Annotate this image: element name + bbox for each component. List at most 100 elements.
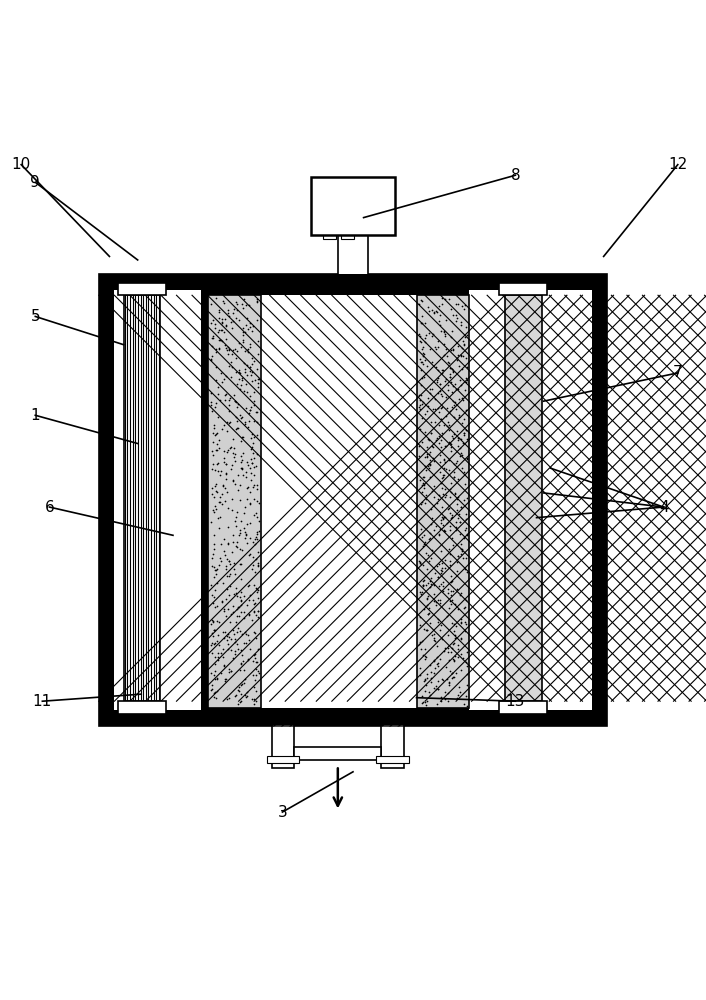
- Point: [235, 655, 246, 671]
- Point: [431, 304, 443, 320]
- Point: [232, 420, 243, 436]
- Point: [242, 627, 253, 643]
- Point: [234, 662, 245, 678]
- Point: [210, 372, 222, 388]
- Point: [421, 448, 433, 464]
- Point: [433, 417, 445, 433]
- Point: [218, 657, 229, 673]
- Point: [426, 542, 438, 558]
- Point: [432, 362, 443, 378]
- Point: [446, 361, 457, 377]
- Point: [460, 522, 471, 538]
- Point: [230, 614, 241, 630]
- Point: [414, 555, 426, 571]
- Point: [227, 534, 239, 550]
- Point: [446, 665, 457, 681]
- Point: [215, 332, 226, 348]
- Point: [211, 670, 222, 686]
- Point: [249, 507, 260, 523]
- Point: [458, 336, 469, 352]
- Point: [417, 695, 428, 711]
- Point: [455, 499, 467, 515]
- Point: [458, 427, 469, 443]
- Point: [461, 372, 472, 388]
- Point: [220, 671, 232, 687]
- Point: [217, 311, 228, 327]
- Point: [210, 442, 222, 458]
- Point: [460, 422, 472, 438]
- Point: [207, 645, 218, 661]
- Point: [207, 628, 218, 644]
- Point: [213, 463, 224, 479]
- Point: [206, 625, 217, 641]
- Bar: [99, 274, 607, 290]
- Point: [423, 390, 434, 406]
- Point: [441, 438, 452, 454]
- Point: [221, 317, 232, 333]
- Point: [430, 414, 441, 430]
- Point: [249, 624, 260, 640]
- Point: [208, 527, 220, 543]
- Bar: [311, 177, 395, 235]
- Point: [424, 452, 436, 468]
- Point: [243, 457, 254, 473]
- Point: [420, 449, 431, 465]
- Point: [440, 461, 451, 477]
- Point: [253, 641, 264, 657]
- Point: [419, 534, 431, 550]
- Point: [250, 595, 261, 611]
- Point: [212, 613, 223, 629]
- Bar: [381, 710, 404, 726]
- Point: [460, 329, 471, 345]
- Point: [210, 395, 222, 411]
- Point: [249, 536, 261, 552]
- Point: [460, 599, 471, 615]
- Point: [206, 677, 217, 693]
- Point: [220, 368, 232, 384]
- Point: [436, 480, 448, 496]
- Point: [226, 663, 237, 679]
- Point: [449, 486, 460, 502]
- Point: [249, 531, 261, 547]
- Point: [247, 592, 258, 608]
- Point: [435, 622, 446, 638]
- Point: [445, 510, 456, 526]
- Point: [222, 641, 234, 657]
- Point: [219, 671, 230, 687]
- Point: [441, 608, 453, 624]
- Point: [441, 400, 453, 416]
- Point: [420, 677, 431, 693]
- Point: [225, 578, 236, 594]
- Point: [448, 456, 460, 472]
- Point: [231, 394, 242, 410]
- Point: [440, 509, 451, 525]
- Point: [443, 581, 454, 597]
- Point: [445, 583, 457, 599]
- Point: [207, 330, 218, 346]
- Point: [445, 436, 456, 452]
- Point: [210, 483, 222, 499]
- Point: [417, 396, 428, 412]
- Point: [223, 341, 234, 357]
- Point: [249, 477, 260, 493]
- Point: [243, 297, 254, 313]
- Point: [439, 481, 450, 497]
- Point: [456, 614, 467, 630]
- Point: [241, 400, 252, 416]
- Point: [439, 684, 450, 700]
- Point: [428, 453, 439, 469]
- Point: [458, 600, 469, 616]
- Point: [418, 369, 429, 385]
- Point: [423, 398, 434, 414]
- Point: [424, 615, 436, 631]
- Point: [459, 476, 470, 492]
- Bar: [114, 290, 592, 710]
- Point: [422, 622, 433, 638]
- Point: [457, 298, 468, 314]
- Point: [205, 637, 217, 653]
- Point: [454, 514, 465, 530]
- Point: [429, 401, 441, 417]
- Point: [439, 373, 450, 389]
- Point: [221, 628, 232, 644]
- Point: [442, 382, 453, 398]
